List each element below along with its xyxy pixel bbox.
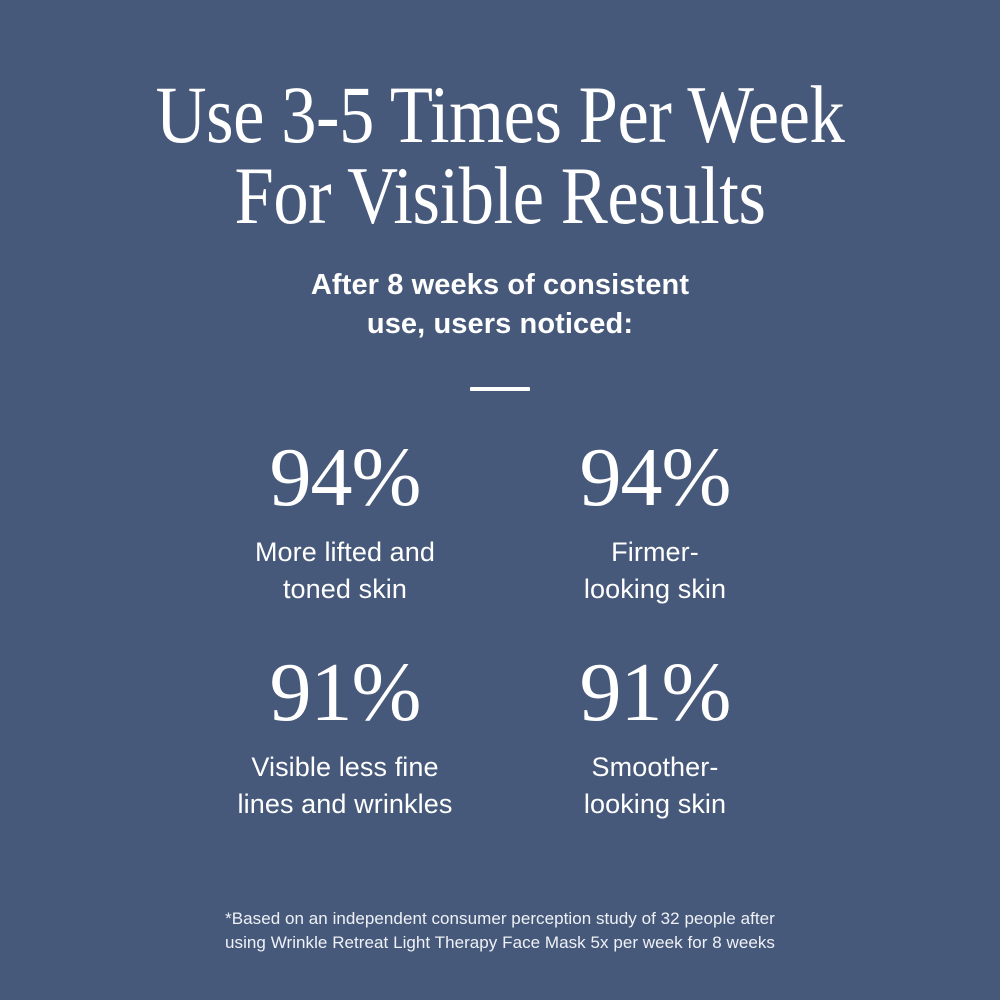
footnote: *Based on an independent consumer percep…: [0, 907, 1000, 956]
stat-label-line-2: toned skin: [282, 573, 408, 604]
stat-label: Smoother- looking skin: [584, 749, 726, 822]
stats-grid: 94% More lifted and toned skin 94% Firme…: [190, 430, 810, 823]
stat-label: More lifted and toned skin: [255, 534, 435, 607]
stat-label-line-1: More lifted and: [254, 536, 436, 567]
subheading: After 8 weeks of consistent use, users n…: [311, 266, 689, 343]
headline: Use 3-5 Times Per Week For Visible Resul…: [70, 69, 930, 242]
stat-value: 91%: [269, 646, 422, 740]
headline-line-2: For Visible Results: [234, 150, 766, 242]
subheading-line-1: After 8 weeks of consistent: [310, 269, 690, 302]
stat-label-line-2: looking skin: [583, 573, 727, 604]
divider-container: [0, 386, 1000, 392]
stat-value: 91%: [579, 646, 732, 740]
stat-label: Visible less fine lines and wrinkles: [238, 749, 453, 822]
stat-value: 94%: [579, 430, 732, 524]
subheading-line-2: use, users noticed:: [366, 307, 634, 340]
footnote-line-2: using Wrinkle Retreat Light Therapy Face…: [225, 933, 775, 953]
footnote-line-1: *Based on an independent consumer percep…: [225, 908, 775, 928]
stat-label-line-1: Firmer-: [611, 536, 699, 567]
stat-label: Firmer- looking skin: [584, 534, 726, 607]
stat-label-line-1: Visible less fine: [251, 752, 439, 783]
stat-label-line-1: Smoother-: [591, 752, 719, 783]
stat-item: 91% Visible less fine lines and wrinkles: [190, 651, 500, 822]
divider-rule: [470, 386, 530, 391]
headline-line-1: Use 3-5 Times Per Week: [155, 69, 845, 160]
stat-label-line-2: looking skin: [583, 789, 727, 820]
stat-label-line-2: lines and wrinkles: [237, 789, 453, 820]
stat-item: 94% Firmer- looking skin: [500, 430, 810, 607]
stat-value: 94%: [269, 430, 422, 524]
stat-item: 94% More lifted and toned skin: [190, 430, 500, 607]
stat-item: 91% Smoother- looking skin: [500, 651, 810, 822]
